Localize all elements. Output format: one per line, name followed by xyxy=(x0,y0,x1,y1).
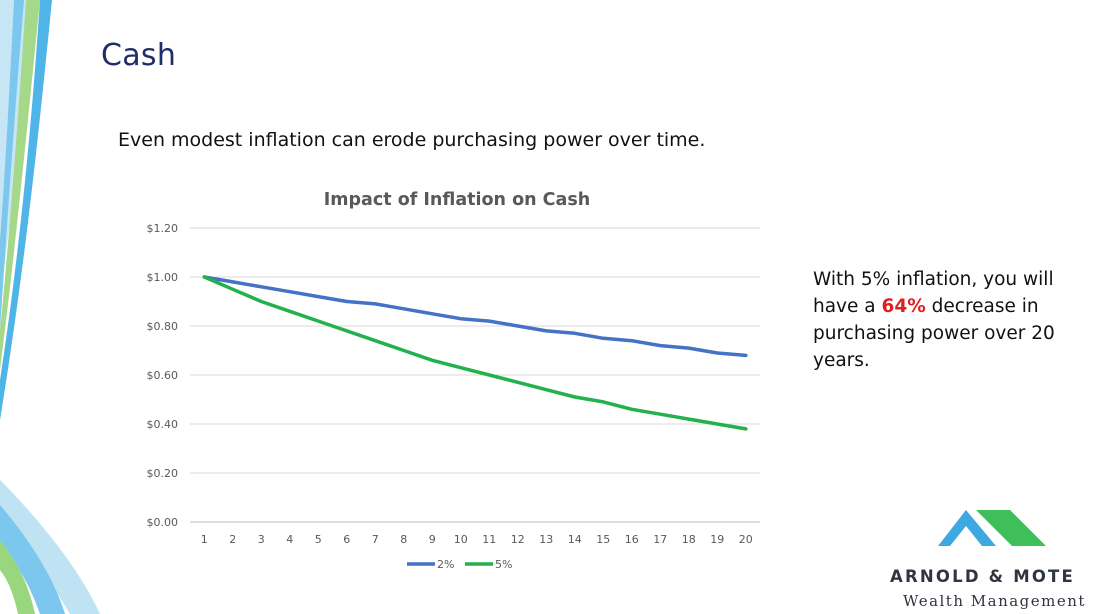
slide-title: Cash xyxy=(101,38,177,73)
x-tick-label: 6 xyxy=(343,533,350,546)
y-tick-label: $0.60 xyxy=(147,369,179,382)
x-tick-label: 5 xyxy=(315,533,322,546)
x-tick-label: 20 xyxy=(739,533,753,546)
x-tick-label: 14 xyxy=(568,533,582,546)
x-tick-label: 11 xyxy=(482,533,496,546)
x-tick-label: 19 xyxy=(710,533,724,546)
y-tick-label: $1.20 xyxy=(147,222,179,235)
legend-label: 2% xyxy=(437,558,454,571)
callout-text: With 5% inflation, you will have a 64% d… xyxy=(813,266,1083,374)
x-tick-label: 12 xyxy=(511,533,525,546)
company-logo xyxy=(938,510,1046,546)
chart-legend: 2% 5% xyxy=(407,558,512,571)
x-axis-labels: 1 2 3 4 5 6 7 8 9 10 11 12 13 14 15 16 17 18 19 20 xyxy=(201,533,753,546)
y-tick-label: $0.40 xyxy=(147,418,179,431)
logo-green-mountain xyxy=(976,510,1046,546)
x-tick-label: 9 xyxy=(429,533,436,546)
y-axis-labels: $0.00 $0.20 $0.40 $0.60 $0.80 $1.00 $1.20 xyxy=(147,222,179,529)
callout-text-part2: decrease in purchasing power over 20 yea… xyxy=(813,296,1055,371)
y-tick-label: $0.80 xyxy=(147,320,179,333)
x-tick-label: 10 xyxy=(454,533,468,546)
inflation-chart: Impact of Inflation on Cash $0.00$0.20$0… xyxy=(147,190,760,571)
callout-text-part1: With 5% inflation, you will have a xyxy=(813,269,1054,317)
slide-subtitle: Even modest inflation can erode purchasi… xyxy=(118,129,706,151)
x-tick-label: 13 xyxy=(539,533,553,546)
brand-name: ARNOLD & MOTE xyxy=(890,567,1075,586)
callout-highlight: 64% xyxy=(881,296,926,317)
legend-label: 5% xyxy=(495,558,512,571)
chart-gridlines xyxy=(190,227,760,523)
x-tick-label: 15 xyxy=(596,533,610,546)
chart-series xyxy=(202,275,748,431)
x-tick-label: 7 xyxy=(372,533,379,546)
x-tick-label: 17 xyxy=(653,533,667,546)
y-tick-label: $1.00 xyxy=(147,271,179,284)
chart-title: Impact of Inflation on Cash xyxy=(324,190,590,210)
series-line-2pct xyxy=(202,275,748,358)
x-tick-label: 8 xyxy=(400,533,407,546)
y-tick-label: $0.20 xyxy=(147,467,179,480)
x-tick-label: 18 xyxy=(682,533,696,546)
y-tick-label: $0.00 xyxy=(147,516,179,529)
series-line-5pct xyxy=(202,275,748,431)
x-tick-label: 2 xyxy=(229,533,236,546)
x-tick-label: 1 xyxy=(201,533,208,546)
x-tick-label: 4 xyxy=(286,533,293,546)
logo-blue-mountain xyxy=(938,510,996,546)
brand-subtitle: Wealth Management xyxy=(903,592,1086,610)
decorative-ribbons xyxy=(0,0,100,614)
x-tick-label: 16 xyxy=(625,533,639,546)
x-tick-label: 3 xyxy=(258,533,265,546)
